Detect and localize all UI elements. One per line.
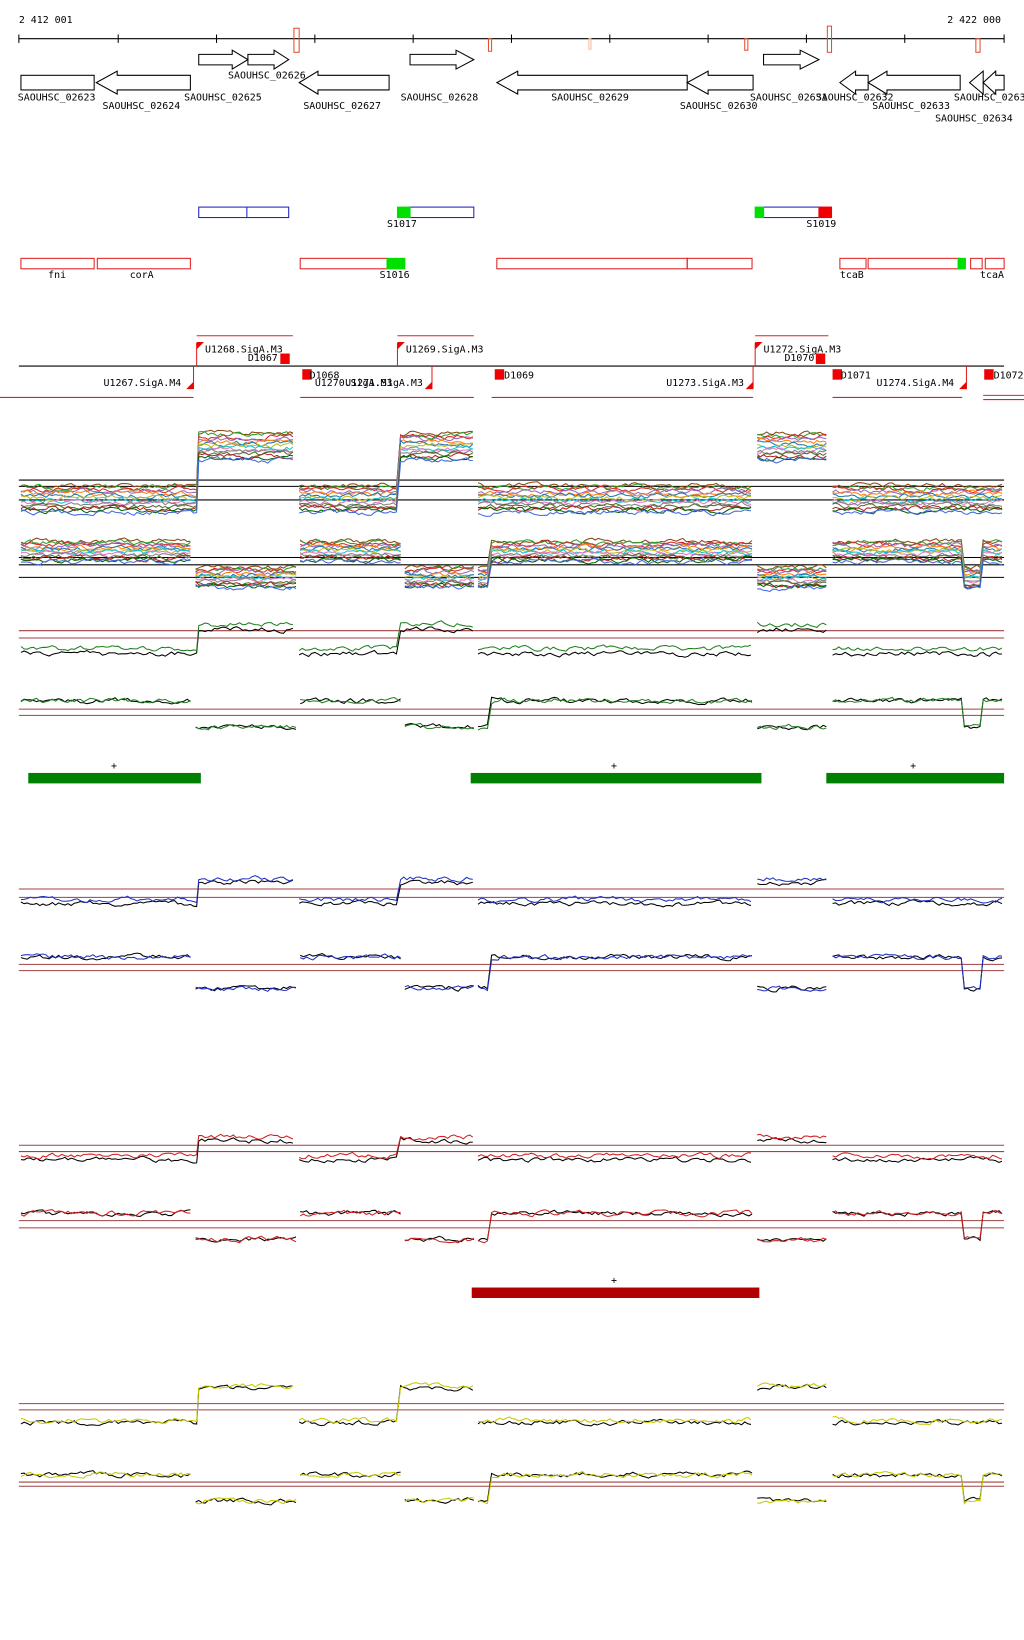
green-bar <box>826 772 1005 784</box>
green-mark: + <box>611 761 617 772</box>
signal-line <box>20 953 1003 992</box>
ruler-start: 2 412 001 <box>19 15 73 26</box>
gene-label: SAOUHSC_02624 <box>103 101 181 112</box>
gene-label: SAOUHSC_02628 <box>401 92 479 103</box>
gene-label: SAOUHSC_02633 <box>872 101 950 112</box>
signal-line <box>20 437 1003 498</box>
condition-bars: + + + + <box>28 761 1005 1298</box>
signal-line <box>20 1382 1003 1426</box>
ruler-marks <box>293 25 981 53</box>
promoter-label: U1269.SigA.M3 <box>406 344 484 355</box>
signal-line <box>20 544 1003 580</box>
segment-label: tcaB <box>840 270 864 281</box>
segment-label: corA <box>130 270 154 281</box>
gene-label: SAOUHSC_02631 <box>750 92 828 103</box>
signal-line <box>20 451 1003 513</box>
signal-line <box>20 1470 1003 1505</box>
signal-line <box>20 626 1003 658</box>
signal-line <box>20 456 1003 517</box>
gene-label: SAOUHSC_0263 <box>954 92 1024 103</box>
promoter-track <box>0 335 1024 401</box>
promoter-label: U1273.SigA.M3 <box>666 378 744 389</box>
signal-line <box>20 538 1003 573</box>
ruler-end: 2 422 000 <box>947 15 1001 26</box>
promoter-label: D1070 <box>784 353 814 364</box>
gene-label: SAOUHSC_02626 <box>228 70 306 81</box>
signal-tracks <box>18 429 1005 1506</box>
signal-line <box>20 1133 1003 1160</box>
gene-labels: SAOUHSC_02623 SAOUHSC_02624 SAOUHSC_0262… <box>18 70 1024 124</box>
gene-arrows <box>20 49 1005 96</box>
segment-labels: S1017 S1019 fni corA S1016 tcaB tcaA <box>48 219 1004 281</box>
segment-boxes <box>20 206 1005 270</box>
signal-line <box>20 1383 1003 1427</box>
promoter-label: D1067 <box>248 353 278 364</box>
promoter-label: U1272.SigA.M3 <box>764 344 842 355</box>
gene-label: SAOUHSC_02627 <box>303 101 381 112</box>
signal-line <box>20 441 1003 502</box>
promoter-labels: U1267.SigA.M4 U1268.SigA.M3 D1067 D1068 … <box>104 344 1024 388</box>
signal-line <box>20 450 1003 510</box>
promoter-label: D1072 <box>994 371 1024 382</box>
gene-label: SAOUHSC_02625 <box>184 92 262 103</box>
promoter-label: U1271.SigA.M3 <box>345 378 423 389</box>
red-mark: + <box>611 1275 617 1286</box>
segment-label: S1016 <box>380 270 410 281</box>
ruler: 2 412 001 2 422 000 <box>18 15 1005 53</box>
signal-line <box>20 448 1003 509</box>
promoter-label: D1069 <box>504 371 534 382</box>
promoter-label: D1068 <box>310 371 340 382</box>
segment-label: S1019 <box>806 219 836 230</box>
green-bar <box>28 772 201 784</box>
promoter-label: U1274.SigA.M4 <box>877 378 955 389</box>
signal-line <box>20 878 1003 908</box>
signal-line <box>20 550 1003 586</box>
gene-label: SAOUHSC_02630 <box>680 101 758 112</box>
promoter-label: U1268.SigA.M3 <box>205 344 283 355</box>
segment-label: tcaA <box>980 270 1004 281</box>
promoter-label: U1270.SigA.M3 <box>315 378 393 389</box>
red-bar <box>471 1287 760 1298</box>
gene-label: SAOUHSC_02634 <box>935 113 1013 124</box>
signal-line <box>20 557 1003 593</box>
promoter-label: D1071 <box>841 371 871 382</box>
ruler-ticks <box>18 34 1005 43</box>
signal-line <box>20 1209 1003 1244</box>
signal-line <box>20 446 1003 507</box>
signal-line <box>20 875 1003 904</box>
gene-label: SAOUHSC_02632 <box>816 92 894 103</box>
signal-line <box>20 620 1003 652</box>
signal-line <box>20 555 1003 589</box>
promoter-label: U1267.SigA.M4 <box>104 378 182 389</box>
green-mark: + <box>111 761 117 772</box>
segment-label: S1017 <box>387 219 417 230</box>
signal-line <box>20 952 1003 993</box>
signal-line <box>20 696 1003 731</box>
gene-label: SAOUHSC_02629 <box>551 92 629 103</box>
signal-line <box>20 1136 1003 1164</box>
segment-label: fni <box>48 270 66 281</box>
signal-line <box>20 431 1003 492</box>
green-mark: + <box>910 761 916 772</box>
green-bar <box>470 772 762 784</box>
gene-label: SAOUHSC_02623 <box>18 92 96 103</box>
